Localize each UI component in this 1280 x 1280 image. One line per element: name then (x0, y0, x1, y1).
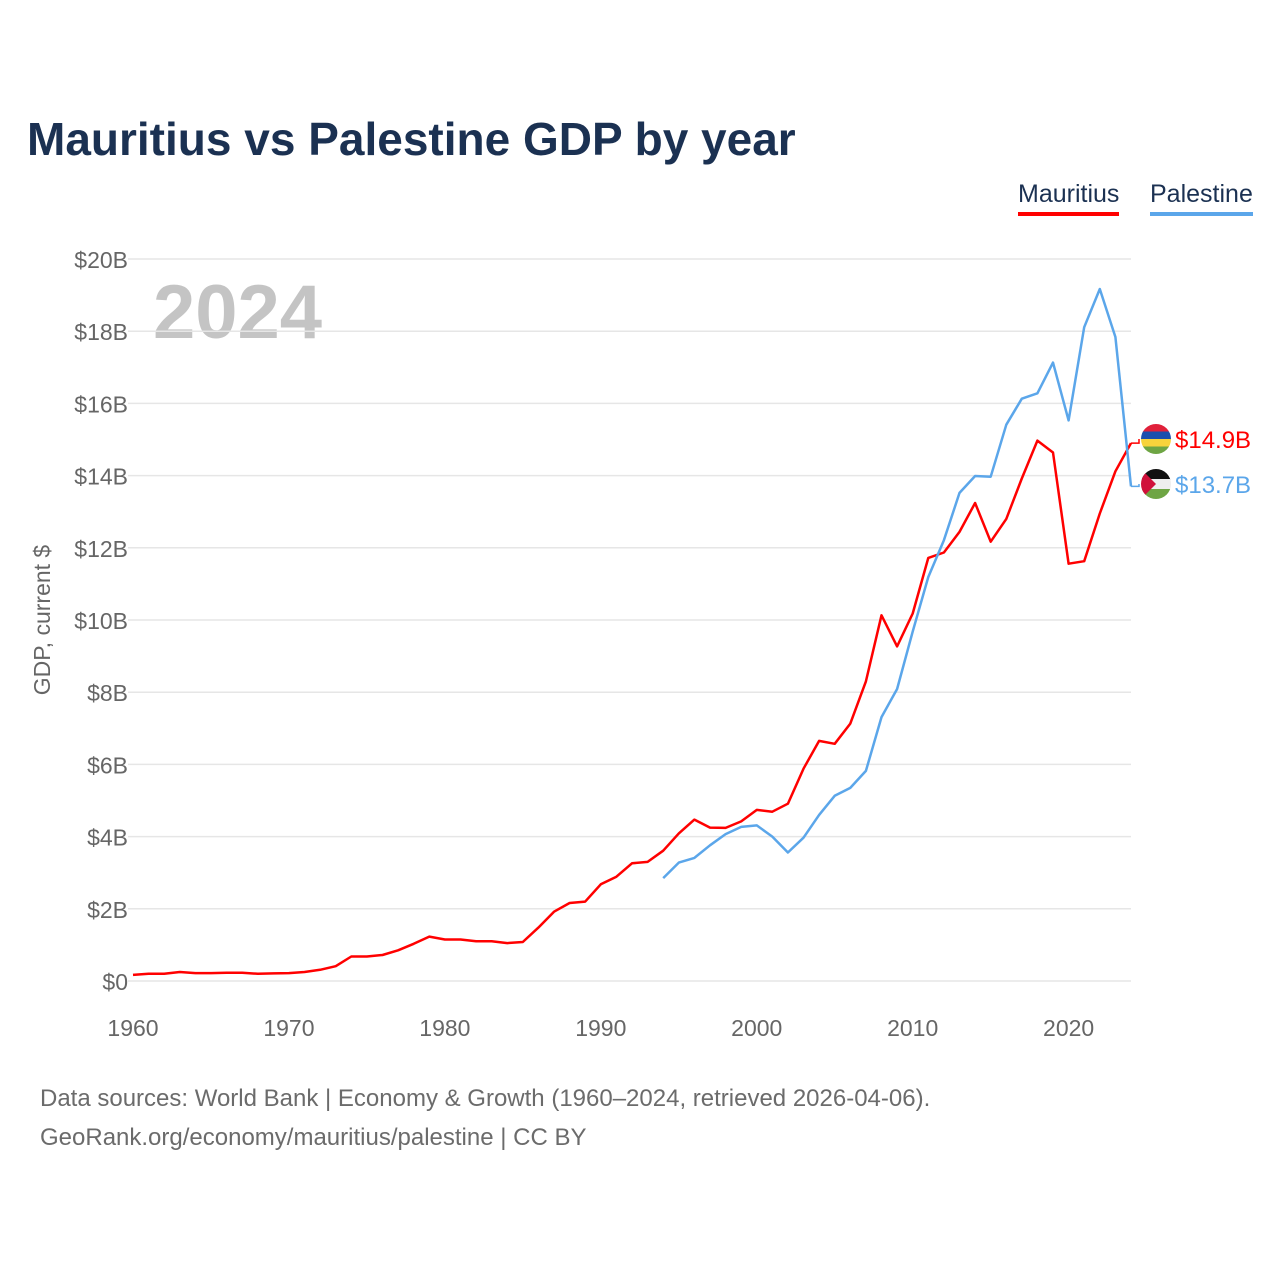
y-tick-label: $0 (102, 969, 128, 995)
line-chart: 2024 $0 $2B $4B $6B $8B $10B $12B $14B $16B $18B $2… (29, 247, 1251, 1041)
y-tick-label: $4B (87, 825, 128, 851)
y-tick-label: $20B (74, 247, 128, 273)
palestine-flag-icon (1141, 469, 1171, 499)
y-tick-label: $14B (74, 464, 128, 490)
end-value-label-mauritius: $14.9B (1175, 427, 1251, 454)
x-tick-label: 2010 (887, 1015, 938, 1041)
y-tick-label: $2B (87, 897, 128, 923)
y-tick-label: $6B (87, 752, 128, 778)
x-tick-label: 2020 (1043, 1015, 1094, 1041)
label-connector (1131, 484, 1140, 488)
y-tick-label: $10B (74, 608, 128, 634)
footer-attribution: GeoRank.org/economy/mauritius/palestine … (40, 1124, 587, 1151)
x-tick-label: 2000 (731, 1015, 782, 1041)
x-tick-label: 1980 (419, 1015, 470, 1041)
x-tick-label: 1970 (263, 1015, 314, 1041)
y-tick-label: $12B (74, 536, 128, 562)
legend-palestine[interactable]: Palestine (1150, 180, 1253, 216)
series-line-palestine (662, 287, 1133, 879)
x-tick-label: 1990 (575, 1015, 626, 1041)
footer-sources: Data sources: World Bank | Economy & Gro… (40, 1085, 931, 1112)
series-line-mauritius (132, 439, 1133, 977)
y-tick-label: $8B (87, 680, 128, 706)
end-value-label-palestine: $13.7B (1175, 472, 1251, 499)
y-tick-label: $18B (74, 319, 128, 345)
label-connector (1131, 439, 1140, 444)
year-watermark: 2024 (153, 270, 322, 355)
legend-mauritius[interactable]: Mauritius (1018, 180, 1120, 216)
y-axis-label: GDP, current $ (29, 545, 55, 696)
mauritius-flag-icon (1141, 424, 1171, 454)
y-tick-label: $16B (74, 391, 128, 417)
x-tick-label: 1960 (107, 1015, 158, 1041)
chart-title: Mauritius vs Palestine GDP by year (27, 113, 796, 165)
